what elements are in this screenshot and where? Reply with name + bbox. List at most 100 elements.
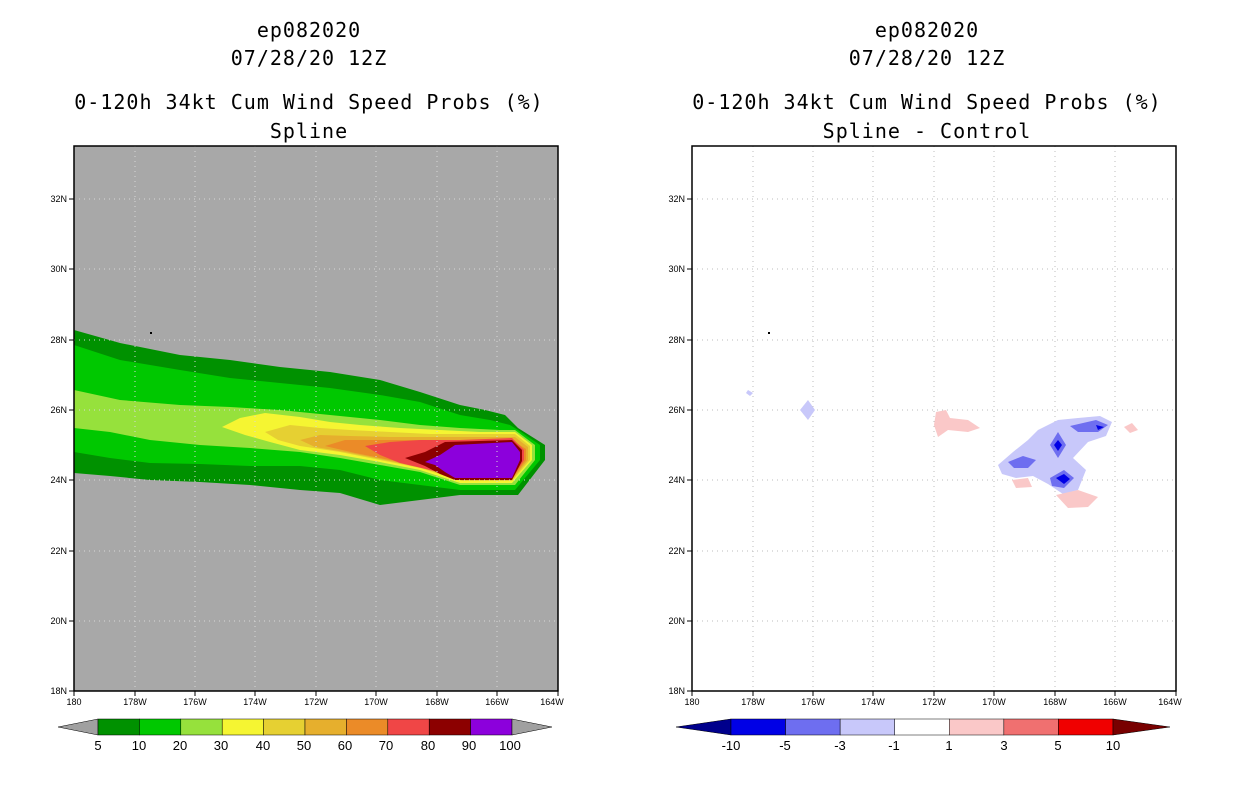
y-tick-label: 28N [50, 335, 67, 345]
x-tick-label: 178W [741, 697, 765, 707]
colorbar-segment [180, 718, 223, 736]
probability-map: 180 178W 176W 174W 172W 170W 168W 166W 1… [50, 145, 564, 753]
storm-id: ep082020 [874, 18, 980, 42]
colorbar-label: 40 [256, 738, 270, 753]
colorbar-label: -1 [888, 738, 900, 753]
colorbar-label: 60 [338, 738, 352, 753]
storm-id: ep082020 [256, 18, 362, 42]
y-tick-label: 18N [668, 686, 685, 696]
panel-subtitle: Spline [269, 119, 349, 143]
forecast-date: 07/28/20 12Z [230, 46, 388, 70]
diff-blob-neg-5 [1054, 440, 1062, 451]
x-tick-label: 174W [861, 697, 885, 707]
y-tick-label: 22N [50, 546, 67, 556]
diff-blob-neg-1 [800, 400, 815, 420]
y-tick-label: 18N [50, 686, 67, 696]
y-tick-label: 30N [50, 264, 67, 274]
forecast-date: 07/28/20 12Z [848, 46, 1006, 70]
colorbar-label: 1 [945, 738, 952, 753]
x-tick-label: 168W [425, 697, 449, 707]
x-tick-label: 176W [801, 697, 825, 707]
y-tick-label: 24N [668, 475, 685, 485]
axis-ticks [69, 198, 559, 696]
colorbar-segment [304, 718, 347, 736]
product-title: 0-120h 34kt Cum Wind Speed Probs (%) [74, 90, 544, 114]
colorbar-segment [894, 718, 950, 736]
x-tick-label: 180 [684, 697, 699, 707]
colorbar-label: 5 [94, 738, 101, 753]
map-grid [692, 146, 1176, 691]
diff-blob-pos-1 [1124, 423, 1138, 433]
colorbar-segment [785, 718, 841, 736]
difference-map: 180 178W 176W 174W 172W 170W 168W 166W 1… [668, 145, 1182, 753]
colorbar-label: 20 [173, 738, 187, 753]
colorbar-segment [139, 718, 182, 736]
x-tick-label: 172W [922, 697, 946, 707]
colorbar-under-arrow [675, 718, 732, 736]
colorbar-segment [428, 718, 471, 736]
y-tick-label: 22N [668, 546, 685, 556]
x-tick-label: 170W [364, 697, 388, 707]
probability-colorbar: 5 10 20 30 40 50 60 70 80 90 100 [57, 718, 553, 753]
panel-subtitle: Spline - Control [822, 119, 1032, 143]
diff-blob-pos-1 [1056, 490, 1098, 508]
colorbar-label: 10 [1106, 738, 1120, 753]
difference-colorbar: -10 -5 -3 -1 1 3 5 10 [675, 718, 1171, 753]
colorbar-label: 30 [214, 738, 228, 753]
colorbar-segment [387, 718, 430, 736]
y-tick-label: 30N [668, 264, 685, 274]
y-tick-label: 20N [50, 616, 67, 626]
colorbar-over-arrow [1112, 718, 1171, 736]
diff-blob-neg-1 [746, 390, 753, 396]
x-tick-label: 170W [982, 697, 1006, 707]
x-tick-label: 176W [183, 697, 207, 707]
colorbar-over-arrow [511, 718, 553, 736]
colorbar-under-arrow [57, 718, 99, 736]
colorbar-segment [221, 718, 264, 736]
x-tick-label: 168W [1043, 697, 1067, 707]
diff-blob-neg-5 [1056, 474, 1070, 484]
diff-blob-neg-5 [1096, 425, 1104, 430]
colorbar-label: -3 [834, 738, 846, 753]
product-title: 0-120h 34kt Cum Wind Speed Probs (%) [692, 90, 1162, 114]
x-tick-label: 166W [1103, 697, 1127, 707]
diff-blob-neg-1 [998, 416, 1112, 494]
x-tick-label: 172W [304, 697, 328, 707]
y-tick-label: 32N [668, 194, 685, 204]
colorbar-label: 10 [132, 738, 146, 753]
colorbar-label: 80 [421, 738, 435, 753]
colorbar-label: 100 [499, 738, 521, 753]
y-tick-label: 24N [50, 475, 67, 485]
colorbar-label: -10 [722, 738, 741, 753]
x-tick-label: 180 [66, 697, 81, 707]
colorbar-segment [97, 718, 140, 736]
colorbar-segment [839, 718, 895, 736]
colorbar-label: 90 [462, 738, 476, 753]
colorbar-label: -5 [779, 738, 791, 753]
y-tick-label: 26N [668, 405, 685, 415]
y-tick-label: 20N [668, 616, 685, 626]
x-tick-label: 178W [123, 697, 147, 707]
colorbar-segment [1003, 718, 1059, 736]
diff-blob-neg-3 [1008, 456, 1036, 468]
map-grid [74, 146, 558, 691]
station-marker [768, 332, 770, 334]
y-tick-label: 26N [50, 405, 67, 415]
x-tick-label: 166W [485, 697, 509, 707]
probability-panel: ep082020 07/28/20 12Z 0-120h 34kt Cum Wi… [50, 18, 564, 753]
colorbar-segment [949, 718, 1005, 736]
y-tick-label: 32N [50, 194, 67, 204]
colorbar-segment [263, 718, 306, 736]
diff-blob-pos-1 [1012, 478, 1032, 488]
x-tick-label: 174W [243, 697, 267, 707]
colorbar-segment [346, 718, 389, 736]
diff-blob-pos-1 [934, 410, 980, 437]
colorbar-label: 5 [1054, 738, 1061, 753]
colorbar-label: 3 [1000, 738, 1007, 753]
x-tick-label: 164W [1158, 697, 1182, 707]
colorbar-segment [730, 718, 786, 736]
colorbar-label: 50 [297, 738, 311, 753]
colorbar-segment [470, 718, 513, 736]
station-marker [150, 332, 152, 334]
colorbar-label: 70 [379, 738, 393, 753]
